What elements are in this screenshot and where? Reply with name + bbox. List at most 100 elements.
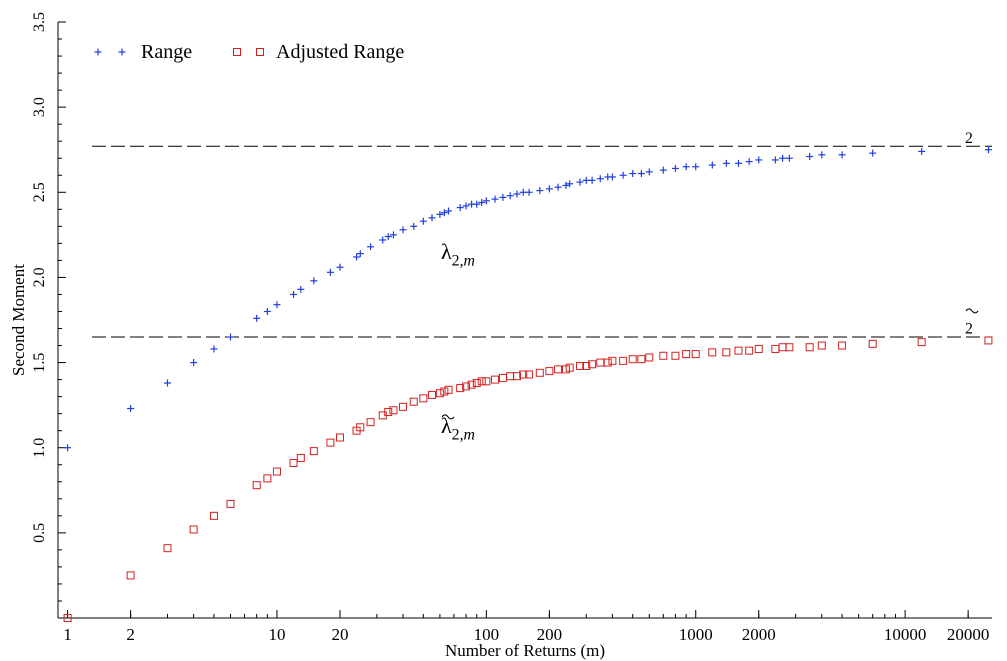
- range-point: [478, 199, 486, 207]
- adjusted-range-point: [671, 351, 680, 360]
- adjusted-range-point: [817, 341, 826, 350]
- adjusted-range-point: [462, 382, 471, 391]
- adjusted-range-point: [708, 348, 717, 357]
- range-point: [722, 159, 730, 167]
- legend-label-adjusted-range: Adjusted Range: [276, 41, 404, 63]
- axes: 0.5 1.0 1.5 2.0 2.5 3.0 3.5 1 2 10 20 100 200 1000 200…: [9, 12, 992, 660]
- adjusted-range-point: [519, 370, 528, 379]
- range-point: [127, 405, 135, 413]
- range-point: [336, 263, 344, 271]
- range-point: [227, 333, 235, 341]
- range-point: [708, 161, 716, 169]
- range-point: [473, 200, 481, 208]
- range-point: [596, 175, 604, 183]
- adjusted-range-point: [754, 344, 763, 353]
- adjusted-range-point: [189, 525, 198, 534]
- adjusted-range-point: [596, 358, 605, 367]
- adjusted-range-point: [399, 402, 408, 411]
- x-tick-label: 10000: [884, 625, 927, 644]
- x-tick-label: 10: [268, 625, 285, 644]
- x-tick-label: 1000: [679, 625, 713, 644]
- adjusted-range-point: [63, 614, 72, 622]
- range-point: [163, 379, 171, 387]
- range-point: [619, 171, 627, 179]
- adjusted-range-point: [745, 346, 754, 355]
- adjusted-range-point: [209, 511, 218, 520]
- range-point: [436, 210, 444, 218]
- label-text: 2: [965, 321, 973, 338]
- range-point: [310, 277, 318, 285]
- range-point: [326, 268, 334, 276]
- y-tick-label: 2.0: [31, 267, 48, 287]
- adjusted-range-point: [252, 481, 261, 490]
- adjusted-range-point: [868, 339, 877, 348]
- adjusted-range-point: [608, 356, 617, 365]
- adjusted-range-point: [226, 499, 235, 508]
- range-point: [399, 226, 407, 234]
- adjusted-range-point: [491, 375, 500, 384]
- adjusted-range-point: [984, 336, 993, 345]
- range-point: [588, 176, 596, 184]
- legend-marker-range: [118, 48, 126, 56]
- reference-line-label: 2: [965, 308, 979, 338]
- range-point: [367, 243, 375, 251]
- adjusted-range-point: [126, 571, 135, 580]
- range-point: [482, 197, 490, 205]
- range-point: [818, 151, 826, 159]
- range-point: [519, 188, 527, 196]
- label-text: λ2,m: [441, 239, 475, 270]
- y-tick-label: 1.0: [31, 438, 48, 458]
- x-tick-label: 20: [331, 625, 348, 644]
- adjusted-range-point: [838, 341, 847, 350]
- adjusted-range-point: [603, 358, 612, 367]
- annotation-adjusted-range: λ2,m: [441, 413, 475, 444]
- adjusted-range-point: [366, 418, 375, 427]
- range-point: [506, 192, 514, 200]
- x-tick-label: 200: [537, 625, 563, 644]
- adjusted-range-point: [535, 368, 544, 377]
- adjusted-range-point: [335, 433, 344, 442]
- adjusted-range-point: [477, 377, 486, 386]
- range-point: [692, 163, 700, 171]
- range-point: [566, 180, 574, 188]
- annotation-range: λ2,m: [441, 239, 475, 270]
- adjusted-range-point: [419, 394, 428, 403]
- adjusted-range-point: [565, 363, 574, 372]
- range-point: [645, 168, 653, 176]
- adjusted-range-point: [682, 350, 691, 359]
- label-text: λ2,m: [441, 413, 475, 444]
- annotations: λ2,m λ2,m: [441, 239, 475, 444]
- range-point: [671, 164, 679, 172]
- range-point: [682, 163, 690, 171]
- adjusted-range-point: [272, 467, 281, 476]
- adjusted-range-point: [384, 407, 393, 416]
- range-point: [445, 207, 453, 215]
- range-point: [779, 154, 787, 162]
- adjusted-range-point: [588, 360, 597, 369]
- adjusted-range-point: [356, 423, 365, 432]
- range-point: [64, 444, 72, 452]
- tilde-mark: [441, 414, 455, 420]
- adjusted-range-point: [309, 447, 318, 456]
- range-point: [745, 158, 753, 166]
- range-point: [428, 214, 436, 222]
- adjusted-range-point: [326, 438, 335, 447]
- range-point: [608, 173, 616, 181]
- range-point: [545, 185, 553, 193]
- range-point: [273, 301, 281, 309]
- range-point: [462, 202, 470, 210]
- x-tick-label: 100: [474, 625, 500, 644]
- legend-marker-range: [94, 48, 102, 56]
- y-tick-label: 0.5: [31, 523, 48, 543]
- legend: Range Adjusted Range: [94, 41, 404, 63]
- series-adjusted-range: [63, 336, 993, 622]
- range-point: [356, 250, 364, 258]
- adjusted-range-point: [734, 346, 743, 355]
- range-point: [384, 233, 392, 241]
- adjusted-range-point: [512, 372, 521, 381]
- adjusted-range-point: [645, 353, 654, 362]
- adjusted-range-point: [691, 350, 700, 359]
- legend-marker-adjusted-range: [233, 48, 241, 56]
- range-point: [576, 178, 584, 186]
